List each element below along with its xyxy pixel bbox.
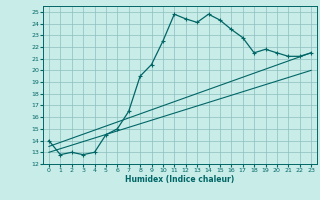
X-axis label: Humidex (Indice chaleur): Humidex (Indice chaleur) — [125, 175, 235, 184]
